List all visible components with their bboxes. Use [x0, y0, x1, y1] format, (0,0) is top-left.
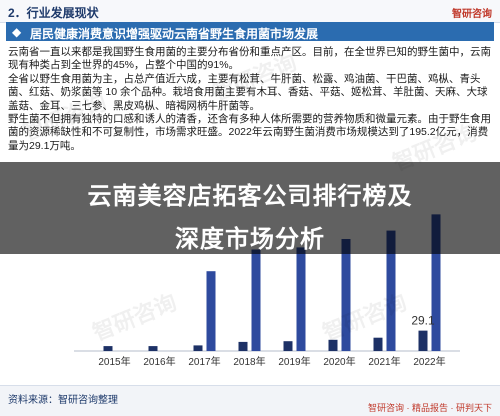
bar-market-size-4 — [296, 247, 306, 351]
body-text: 云南省一直以来都是我国野生食用菌的主要分布省份和重点产区。目前，在全世界已知的野… — [8, 46, 494, 153]
source-note: 资料来源：智研咨询整理 — [8, 395, 118, 406]
x-tick-label: 2018年 — [233, 355, 265, 368]
bar-market-size-6 — [386, 230, 396, 351]
x-tick-label: 2020年 — [323, 355, 355, 368]
overlay-title-line-1: 云南美容店拓客公司排行榜及 — [87, 183, 413, 210]
bar-consumption-7 — [418, 330, 428, 351]
x-tick-label: 2022年 — [413, 355, 445, 368]
bar-consumption-6 — [373, 337, 383, 351]
x-tick-label: 2019年 — [278, 355, 310, 368]
bar-consumption-4 — [283, 341, 293, 351]
bar-consumption-1 — [148, 346, 158, 351]
brand-logo: 智研咨询 — [452, 9, 492, 20]
paragraph: 全省以野生食用菌为主，占总产值近六成，主要有松茸、牛肝菌、松露、鸡油菌、干巴菌、… — [8, 72, 488, 112]
banner-bullet-icon: ◆ — [12, 25, 22, 39]
section-label: 2．行业发展现状 — [8, 6, 99, 20]
bar-consumption-5 — [328, 339, 338, 351]
overlay-title-line-2: 深度市场分析 — [175, 226, 325, 253]
bar-chart: 2015年 2016年 2017年 2018年 2019年 2020年 2021年 2022年… — [74, 214, 460, 368]
x-tick-label: 2021年 — [368, 355, 400, 368]
bar-market-size-2 — [206, 271, 216, 351]
bar-consumption-3 — [238, 341, 248, 351]
x-tick-label: 2017年 — [188, 355, 220, 368]
footer-brand: 智研咨询 · 精品报告 · 研判天下 — [368, 403, 492, 413]
banner-title: 居民健康消费意识增强驱动云南省野生食用菌市场发展 — [30, 27, 319, 41]
bar-market-size-3 — [251, 249, 261, 351]
bar-market-size-5 — [341, 239, 351, 351]
title-overlay: 云南美容店拓客公司排行榜及 深度市场分析 — [0, 162, 500, 254]
x-tick-label: 2015年 — [98, 355, 130, 368]
footer: 资料来源：智研咨询整理 智研咨询 · 精品报告 · 研判天下 — [0, 385, 500, 416]
section-banner: ◆ 居民健康消费意识增强驱动云南省野生食用菌市场发展 — [6, 22, 494, 41]
data-label: 29.1 — [411, 314, 435, 328]
paragraph: 野生菌不但拥有独特的口感和诱人的清香，还含有多种人体所需要的营养物质和微量元素。… — [8, 113, 491, 152]
top-bar: 2．行业发展现状 智研咨询 — [0, 0, 500, 23]
bar-consumption-0 — [103, 346, 113, 351]
bar-consumption-2 — [193, 345, 203, 351]
x-tick-label: 2016年 — [143, 355, 175, 368]
bar-market-size-7 — [431, 214, 441, 351]
paragraph: 云南省一直以来都是我国野生食用菌的主要分布省份和重点产区。目前，在全世界已知的野… — [8, 46, 491, 72]
